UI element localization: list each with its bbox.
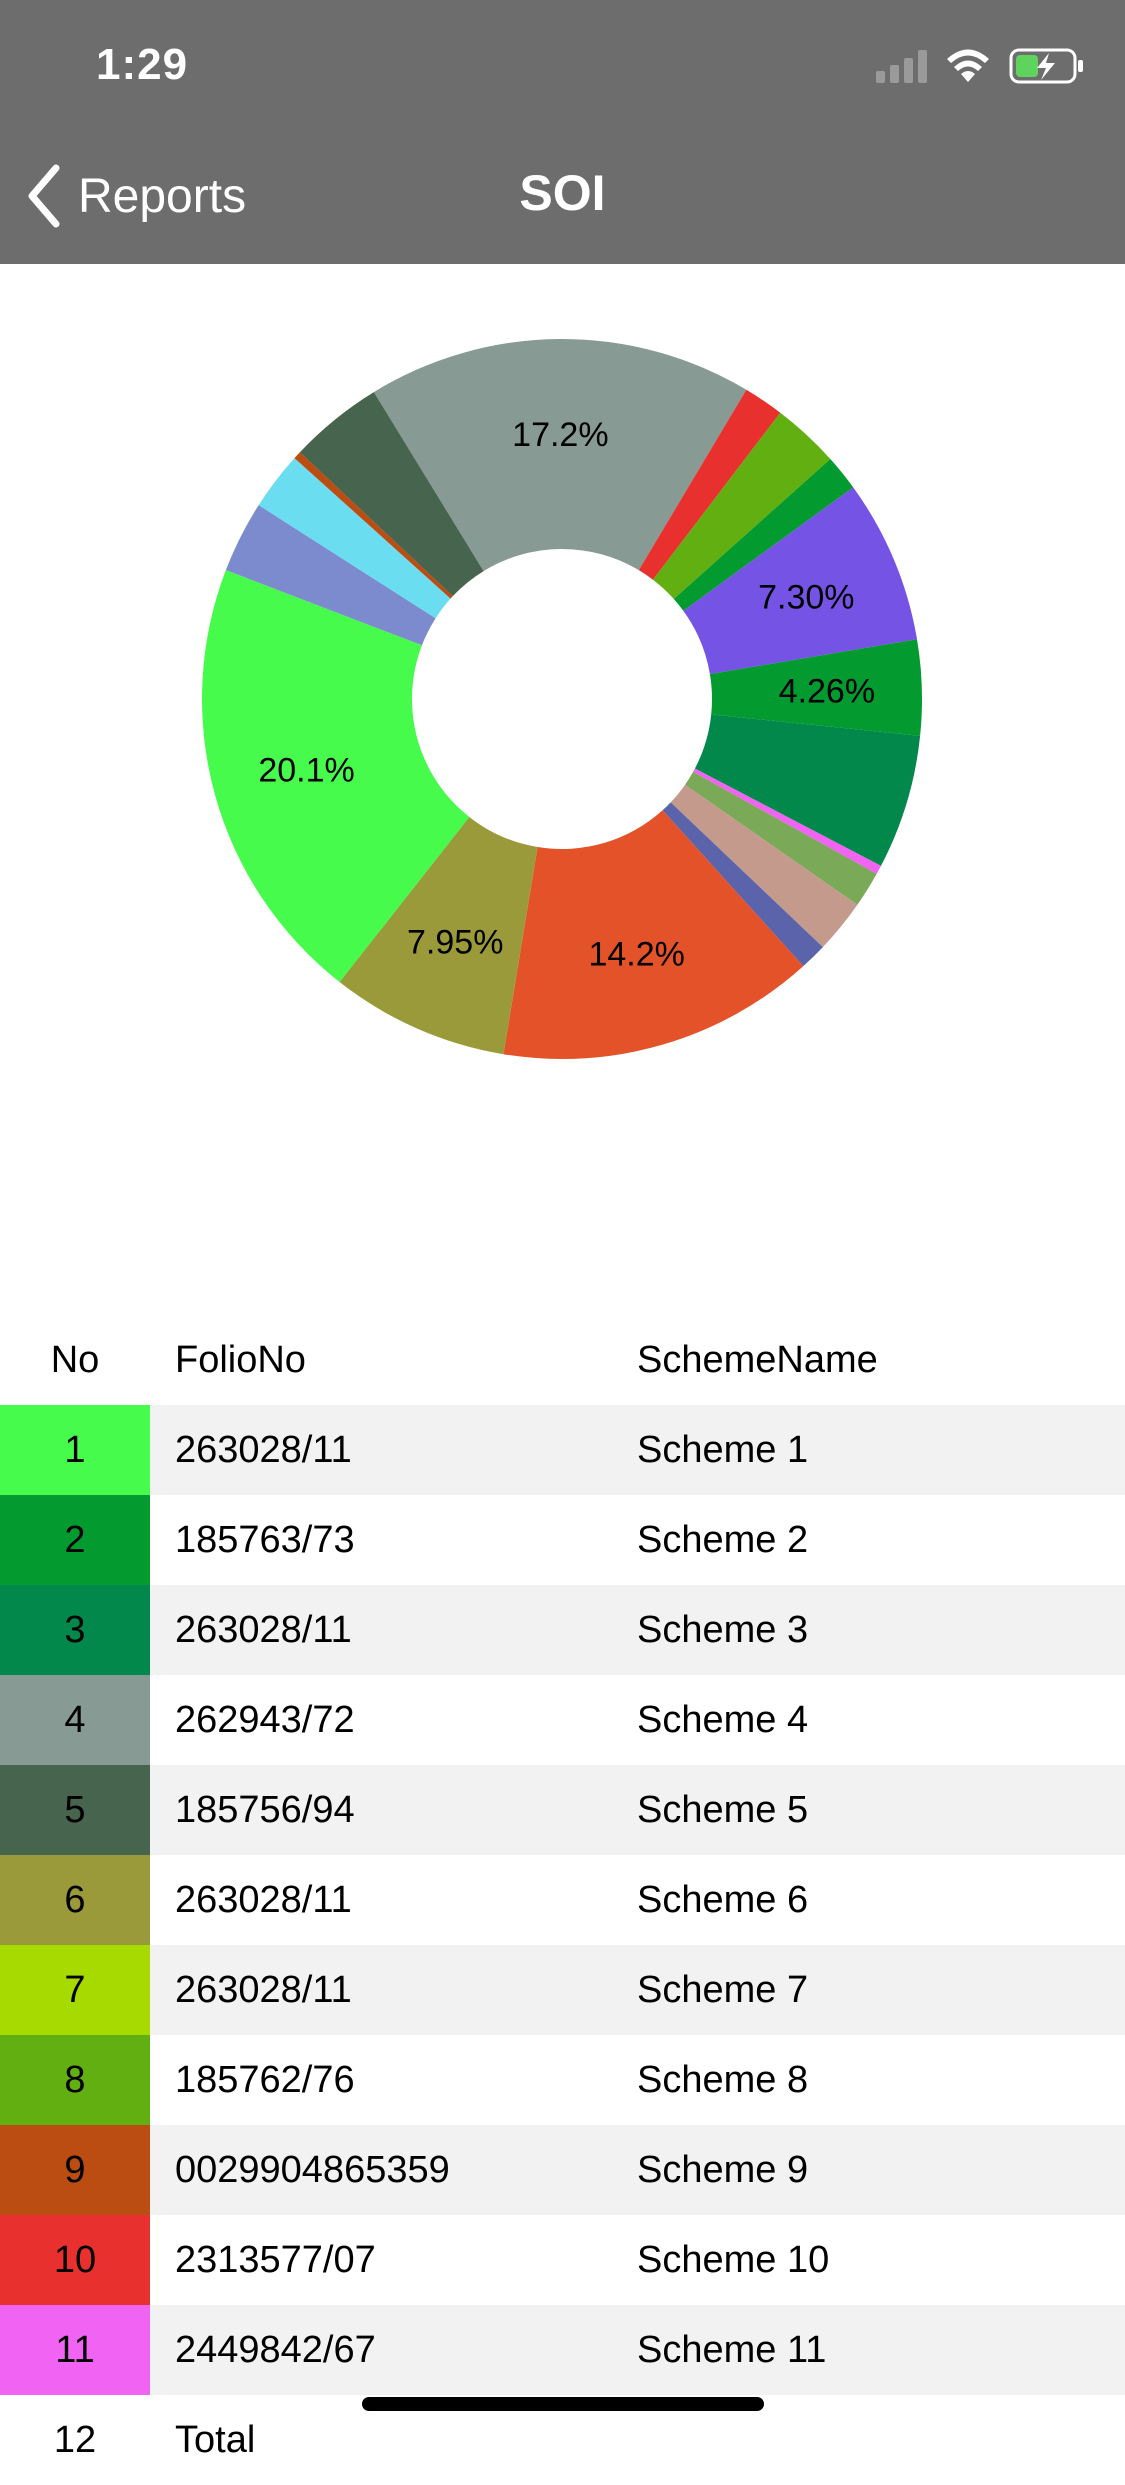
donut-slice-4[interactable] [673,459,854,611]
header-scheme: SchemeName [637,1338,878,1381]
slice-label-1: 17.2% [512,416,608,454]
donut-slice-12[interactable] [503,810,804,1059]
row-folio: 185763/73 [175,1518,355,1561]
row-scheme: Scheme 8 [637,2058,809,2101]
signal-icon [876,49,927,83]
row-scheme: Scheme 4 [637,1698,809,1741]
row-no: 7 [0,1945,150,2035]
row-no: 5 [0,1765,150,1855]
slice-label-6: 4.26% [779,672,875,710]
table-row[interactable]: 1 263028/11 Scheme 1 [0,1405,1125,1495]
row-folio: 263028/11 [175,1878,352,1921]
table-row[interactable]: 7 263028/11 Scheme 7 [0,1945,1125,2035]
page-title: SOI [519,165,606,221]
slice-label-5: 7.30% [758,578,854,616]
slice-label-14: 20.1% [258,751,354,789]
row-scheme: Scheme 11 [637,2328,827,2371]
row-folio: 263028/11 [175,1968,352,2011]
donut-slice-13[interactable] [339,816,538,1055]
row-scheme: Scheme 2 [637,1518,809,1561]
row-folio: 185756/94 [175,1788,355,1831]
row-no: 8 [0,2035,150,2125]
row-no: 10 [0,2215,150,2305]
row-folio: 185762/76 [175,2058,355,2101]
soi-donut-chart: 17.2% 7.30% 4.26% 14.2% 7.95% 20.1% [0,264,1125,1294]
row-folio: 2313577/07 [175,2238,376,2281]
row-scheme: Scheme 3 [637,1608,809,1651]
donut-slice-9[interactable] [685,771,877,905]
status-time: 1:29 [96,40,189,89]
donut-slice-2[interactable] [638,389,781,580]
row-scheme: Scheme 6 [637,1878,809,1921]
back-button[interactable]: Reports [24,160,246,232]
row-scheme: Scheme 1 [637,1428,809,1471]
row-scheme: Scheme 9 [637,2148,809,2191]
row-scheme: Scheme 5 [637,1788,809,1831]
table-row[interactable]: 9 0029904865359 Scheme 9 [0,2125,1125,2215]
donut-chart-svg: 17.2% 7.30% 4.26% 14.2% 7.95% 20.1% [202,339,922,1059]
header-folio: FolioNo [175,1338,306,1381]
row-scheme: Scheme 7 [637,1968,809,2011]
donut-slice-8[interactable] [693,768,881,874]
row-folio: 2449842/67 [175,2328,376,2371]
donut-slice-3[interactable] [652,412,831,600]
donut-slice-1[interactable] [373,339,747,572]
home-indicator [362,2397,764,2411]
row-folio: 0029904865359 [175,2148,450,2191]
table-row[interactable]: 2 185763/73 Scheme 2 [0,1495,1125,1585]
table-row[interactable]: 11 2449842/67 Scheme 11 [0,2305,1125,2395]
schemes-table: No FolioNo SchemeName 1 263028/11 Scheme 1… [0,1315,1125,2485]
row-scheme: Scheme 10 [637,2238,830,2281]
row-folio: 263028/11 [175,1428,352,1471]
header-no: No [50,1338,100,1381]
donut-slice-11[interactable] [662,802,823,967]
row-folio: 262943/72 [175,1698,355,1741]
chevron-left-icon [28,164,60,228]
row-folio: 263028/11 [175,1608,352,1651]
donut-slice-14[interactable] [202,570,470,983]
donut-slice-17[interactable] [294,452,453,599]
row-no: 9 [0,2125,150,2215]
row-no: 12 [0,2395,150,2485]
battery-charging-icon [1009,48,1083,84]
table-row[interactable]: 5 185756/94 Scheme 5 [0,1765,1125,1855]
donut-slice-16[interactable] [258,458,451,619]
row-no: 1 [0,1405,150,1495]
row-folio: Total [175,2418,256,2461]
donut-slice-15[interactable] [225,505,436,646]
row-no: 4 [0,1675,150,1765]
donut-slice-5[interactable] [683,487,918,675]
row-no: 6 [0,1855,150,1945]
slice-label-12: 14.2% [588,935,684,973]
donut-slice-6[interactable] [709,639,922,736]
wifi-icon [947,49,989,82]
table-row[interactable]: 3 263028/11 Scheme 3 [0,1585,1125,1675]
top-bar: 1:29 Reports SOI [0,0,1125,264]
slice-label-13: 7.95% [407,924,503,962]
table-row[interactable]: 8 185762/76 Scheme 8 [0,2035,1125,2125]
table-row[interactable]: 6 263028/11 Scheme 6 [0,1855,1125,1945]
back-button-label: Reports [78,169,247,223]
row-no: 2 [0,1495,150,1585]
donut-slice-10[interactable] [670,784,858,948]
table-row[interactable]: 10 2313577/07 Scheme 10 [0,2215,1125,2305]
row-no: 3 [0,1585,150,1675]
table-body: 1 263028/11 Scheme 1 2 185763/73 Scheme 2 3 263… [0,1405,1125,2485]
status-icons [876,46,1085,86]
donut-slice-7[interactable] [694,714,921,866]
donut-slice-18[interactable] [299,392,484,597]
table-header: No FolioNo SchemeName [0,1315,1125,1405]
row-no: 11 [0,2305,150,2395]
table-row[interactable]: 4 262943/72 Scheme 4 [0,1675,1125,1765]
